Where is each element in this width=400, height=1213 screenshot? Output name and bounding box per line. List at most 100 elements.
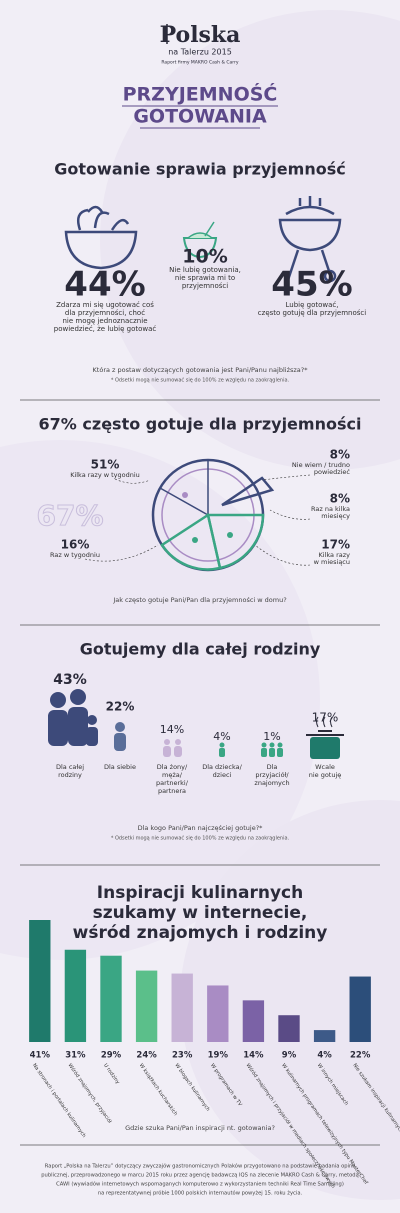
bar — [100, 955, 122, 1042]
bar-value-label: 24% — [136, 1051, 157, 1061]
total-outline: 67% — [36, 499, 103, 532]
bar-value-label: 23% — [172, 1051, 193, 1061]
leader-line — [254, 544, 311, 566]
main-title: PRZYJEMNOŚĆ — [123, 82, 278, 106]
caption-line: przyjaciół/ — [255, 771, 289, 779]
bar-value-label: 31% — [65, 1051, 86, 1061]
section-heading: Gotowanie sprawia przyjemność — [54, 160, 345, 179]
caption-line: Nie wiem / trudno — [292, 461, 350, 469]
footer-line: Raport „Polska na Talerzu” dotyczący zwy… — [45, 1163, 355, 1170]
bar — [207, 985, 229, 1042]
caption-line: dzieci — [213, 771, 232, 779]
chart-title: Inspiracji kulinarnych — [97, 883, 303, 903]
caption-line: nie gotuję — [309, 771, 342, 779]
bar-value-label: 4% — [317, 1051, 332, 1061]
question: Gdzie szuka Pani/Pan inspiracji nt. goto… — [125, 1124, 275, 1132]
caption-line: Zdarza mi się ugotować coś — [56, 301, 154, 309]
child-icon — [219, 742, 225, 757]
bar — [135, 970, 158, 1042]
couple-icon — [163, 739, 182, 757]
person-icon — [114, 722, 126, 751]
stat-value: 45% — [271, 265, 352, 305]
leader-line — [84, 544, 159, 562]
logo-subtitle: na Talerzu 2015 — [168, 48, 232, 57]
bar — [313, 1030, 336, 1042]
publisher: Raport firmy MAKRO Cash & Carry — [161, 60, 239, 66]
caption-line: Dla całej — [56, 763, 84, 771]
footnote: * Odsetki mogą nie sumować się do 100% z… — [111, 835, 290, 842]
bar-value-label: 19% — [208, 1051, 229, 1061]
leader-line — [114, 478, 151, 484]
caption-line: dla przyjemności, choć — [65, 309, 145, 317]
logo: Polska — [160, 22, 241, 48]
small-bowl-icon — [182, 221, 218, 259]
stat-value: 51% — [91, 458, 120, 472]
caption-line: nie sprawia mi to — [175, 274, 235, 282]
bar — [171, 973, 193, 1042]
caption-line: Kilka razy — [319, 551, 351, 559]
pizza-icon — [151, 458, 275, 572]
question: Dla kogo Pani/Pan najczęściej gotuje?* — [138, 824, 264, 832]
stat-value: 4% — [213, 730, 230, 743]
caption-line: Raz w tygodniu — [50, 551, 100, 559]
caption-line: często gotuję dla przyjemności — [258, 309, 366, 317]
chart-title: wśród znajomych i rodziny — [73, 923, 328, 943]
caption-line: Nie lubię gotowania, — [169, 266, 241, 274]
caption-line: Wcale — [315, 763, 335, 771]
caption-line: Raz na kilka — [311, 505, 350, 513]
caption-line: nie mogę jednoznacznie — [62, 317, 147, 325]
stat-value: 17% — [321, 538, 350, 552]
caption-line: rodziny — [58, 771, 82, 779]
stat-value: 22% — [106, 700, 135, 714]
caption-line: Lubię gotować, — [286, 301, 339, 309]
decor-circle — [0, 440, 320, 960]
bar — [278, 1015, 300, 1042]
caption-line: znajomych — [254, 779, 289, 787]
caption-line: Dla żony/ — [157, 763, 188, 771]
question: Jak często gotuje Pani/Pan dla przyjemno… — [112, 596, 286, 604]
caption-line: powiedzieć, że lubię gotować — [54, 325, 157, 333]
bar — [349, 976, 371, 1042]
decor-circle — [180, 800, 400, 1200]
caption-line: Dla siebie — [104, 763, 136, 771]
caption-line: partnera — [158, 787, 186, 795]
bar-value-label: 41% — [30, 1051, 51, 1061]
bar-value-label: 22% — [350, 1051, 371, 1061]
caption-line: męża/ — [162, 771, 183, 779]
bowl-icon — [64, 205, 138, 270]
bar — [29, 920, 51, 1042]
footnote: * Odsetki mogą nie sumować się do 100% z… — [111, 377, 290, 384]
bar — [64, 949, 87, 1042]
footer-line: CAWI (wywiadów internetowych wspomaganyc… — [56, 1181, 344, 1188]
caption-line: powiedzieć — [314, 468, 351, 476]
caption-line: Kilka razy w tygodniu — [70, 471, 140, 479]
section-heading: Gotujemy dla całej rodziny — [80, 640, 321, 659]
bar-value-label: 9% — [282, 1051, 297, 1061]
chart-title: szukamy w internecie, — [93, 903, 308, 923]
caption-line: w miesiącu — [314, 558, 350, 566]
bar — [242, 1000, 265, 1042]
leader-line — [269, 509, 311, 520]
bar-value-label: 29% — [101, 1051, 122, 1061]
stat-value: 43% — [53, 672, 87, 688]
caption-line: partnerki/ — [156, 779, 189, 787]
stat-value: 1% — [263, 730, 280, 743]
bar-value-label: 14% — [243, 1051, 264, 1061]
stat-value: 17% — [312, 711, 339, 725]
friends-icon — [261, 742, 283, 757]
stat-value: 10% — [182, 246, 227, 268]
family-icon — [48, 689, 98, 746]
stat-value: 8% — [330, 448, 350, 462]
grill-icon — [278, 196, 342, 283]
stat-value: 14% — [160, 723, 184, 736]
main-title: GOTOWANIA — [133, 106, 267, 128]
stat-value: 8% — [330, 492, 350, 506]
question: Która z postaw dotyczących gotowania jes… — [93, 366, 309, 374]
pot-icon — [306, 716, 344, 759]
caption-line: Dla — [267, 763, 278, 771]
caption-line: przyjemności — [182, 282, 228, 290]
decor-circle — [100, 10, 400, 470]
stat-value: 16% — [61, 538, 90, 552]
